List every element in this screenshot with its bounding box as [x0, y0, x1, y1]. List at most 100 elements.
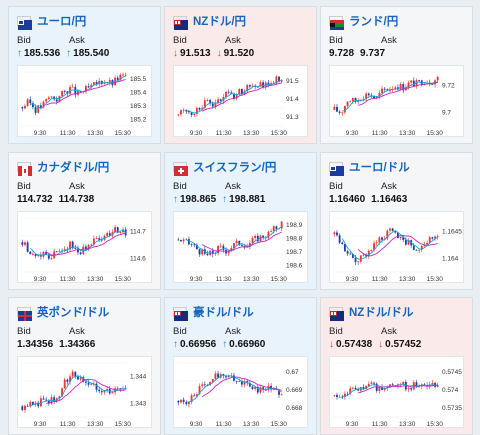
candle [214, 102, 217, 107]
candle [415, 382, 418, 388]
candle [386, 230, 389, 239]
rate-card[interactable]: ランド/円 Bid Ask 9.728 9.737 9.72 9.7 9:30 11:30 13:… [320, 6, 473, 144]
candle [434, 236, 436, 239]
candle [365, 254, 368, 257]
card-title[interactable]: ユーロ/円 [17, 13, 87, 30]
price-chart[interactable]: 198.9 198.8 198.7 198.6 9:30 11:30 13:30 15:30 [173, 211, 308, 283]
bid-value: ↑ 0.66956 [173, 339, 216, 350]
candle [37, 105, 40, 113]
bid-price: 91.513 [180, 48, 211, 59]
currency-pair-link[interactable]: スイスフラン/円 [193, 162, 277, 174]
currency-pair-link[interactable]: 豪ドル/ドル [193, 307, 254, 319]
y-tick-label: 9.7 [442, 110, 451, 117]
candle [71, 86, 74, 88]
candle [58, 396, 61, 399]
currency-pair-link[interactable]: カナダドル/円 [37, 162, 110, 174]
candle [108, 80, 111, 83]
rate-card[interactable]: ユーロ/円 Bid Ask ↑ 185.536 ↑ 185.540 185.5 185.4 185… [8, 6, 161, 144]
candle [182, 239, 185, 242]
candle [45, 98, 48, 102]
card-title[interactable]: スイスフラン/円 [173, 159, 277, 176]
currency-pair-link[interactable]: ユーロ/ドル [349, 162, 410, 174]
candle [69, 376, 71, 382]
bid-price: 0.57438 [336, 339, 373, 350]
candle [79, 377, 82, 380]
candle [39, 398, 42, 407]
y-tick-label: 114.6 [130, 256, 146, 263]
price-chart[interactable]: 0.5745 0.574 0.5735 9:30 11:30 13:30 15:30 [329, 356, 464, 428]
rate-card[interactable]: 英ポンド/ドル Bid Ask 1.34356 1.34366 1.344 1.343 9:3… [8, 297, 161, 435]
price-chart[interactable]: 185.5 185.4 185.3 185.2 9:30 11:30 13:30 15:30 [17, 65, 152, 137]
x-tick-label: 13:30 [243, 421, 260, 428]
ask-value: ↑ 198.881 [222, 194, 265, 205]
currency-pair-link[interactable]: 英ポンド/ドル [37, 307, 110, 319]
rate-card[interactable]: カナダドル/円 Bid Ask 114.732 114.738 114.7 114.6 9:3… [8, 152, 161, 290]
rate-card[interactable]: ユーロ/ドル Bid Ask 1.16460 1.16463 1.1645 1.164 9:3… [320, 152, 473, 290]
x-tick-label: 9:30 [190, 130, 203, 137]
price-chart[interactable]: 1.344 1.343 9:30 11:30 13:30 15:30 [17, 356, 152, 428]
candle [338, 396, 341, 398]
bid-price: 0.66956 [180, 339, 217, 350]
candle [193, 113, 196, 115]
arrow-up-icon: ↑ [66, 48, 72, 59]
candle [233, 93, 235, 99]
candlestick-svg: 91.5 91.4 91.3 9:30 11:30 13:30 15:30 [177, 71, 299, 137]
candle [90, 383, 93, 385]
currency-pair-link[interactable]: ユーロ/円 [37, 16, 87, 28]
price-chart[interactable]: 114.7 114.6 9:30 11:30 13:30 15:30 [17, 211, 152, 283]
y-tick-label: 0.574 [442, 387, 459, 394]
moving-average-line [30, 229, 126, 257]
currency-pair-link[interactable]: NZドル/ドル [349, 307, 414, 319]
card-title[interactable]: ランド/円 [329, 13, 399, 30]
x-tick-label: 15:30 [115, 130, 132, 137]
flag-icon [173, 16, 188, 30]
candle [180, 239, 182, 242]
ask-value: 1.34366 [59, 339, 95, 350]
candle [362, 254, 365, 256]
candle [211, 378, 214, 382]
y-tick-label: 198.7 [286, 249, 303, 256]
rate-card[interactable]: スイスフラン/円 Bid Ask ↑ 198.865 ↑ 198.881 198.9 198.8… [164, 152, 317, 290]
candle [349, 388, 352, 394]
rate-card[interactable]: 豪ドル/ドル Bid Ask ↑ 0.66956 ↑ 0.66960 0.67 0.669 0.6… [164, 297, 317, 435]
candle [351, 98, 354, 102]
candle [26, 405, 29, 407]
card-title[interactable]: NZドル/ドル [329, 304, 414, 321]
rate-card[interactable]: NZドル/ドル Bid Ask ↓ 0.57438 ↓ 0.57452 0.5745 0.574… [320, 297, 473, 435]
y-tick-label: 0.669 [286, 387, 303, 394]
card-title[interactable]: 英ポンド/ドル [17, 304, 110, 321]
candle [87, 244, 90, 250]
candle [47, 254, 50, 259]
price-chart[interactable]: 9.72 9.7 9:30 11:30 13:30 15:30 [329, 65, 464, 137]
candle [201, 108, 204, 110]
candle [402, 84, 405, 91]
price-chart[interactable]: 0.67 0.669 0.668 9:30 11:30 13:30 15:30 [173, 356, 308, 428]
card-title[interactable]: カナダドル/円 [17, 159, 110, 176]
currency-pair-link[interactable]: ランド/円 [349, 16, 399, 28]
currency-pair-link[interactable]: NZドル/円 [193, 16, 247, 28]
card-title[interactable]: 豪ドル/ドル [173, 304, 254, 321]
candle [185, 239, 188, 240]
x-tick-label: 9:30 [34, 421, 47, 428]
arrow-down-icon: ↓ [173, 48, 178, 59]
candle [240, 89, 243, 95]
candle [116, 388, 119, 390]
price-chart[interactable]: 91.5 91.4 91.3 9:30 11:30 13:30 15:30 [173, 65, 308, 137]
x-tick-label: 13:30 [399, 276, 416, 283]
candle [29, 402, 32, 407]
arrow-up-icon: ↑ [173, 339, 178, 350]
candle [343, 106, 346, 113]
candle [177, 114, 180, 116]
moving-average-line [186, 225, 282, 254]
candle [381, 386, 383, 391]
x-tick-label: 11:30 [216, 276, 232, 283]
rate-card[interactable]: NZドル/円 Bid Ask ↓ 91.513 ↓ 91.520 91.5 91.4 91.3 9:… [164, 6, 317, 144]
bid-value: ↓ 0.57438 [329, 339, 372, 350]
x-tick-label: 9:30 [346, 130, 359, 137]
card-title[interactable]: ユーロ/ドル [329, 159, 410, 176]
card-title[interactable]: NZドル/円 [173, 13, 247, 30]
price-chart[interactable]: 1.1645 1.164 9:30 11:30 13:30 15:30 [329, 211, 464, 283]
bid-value: 1.34356 [17, 339, 53, 350]
candle [63, 91, 66, 92]
x-tick-label: 11:30 [60, 276, 76, 283]
